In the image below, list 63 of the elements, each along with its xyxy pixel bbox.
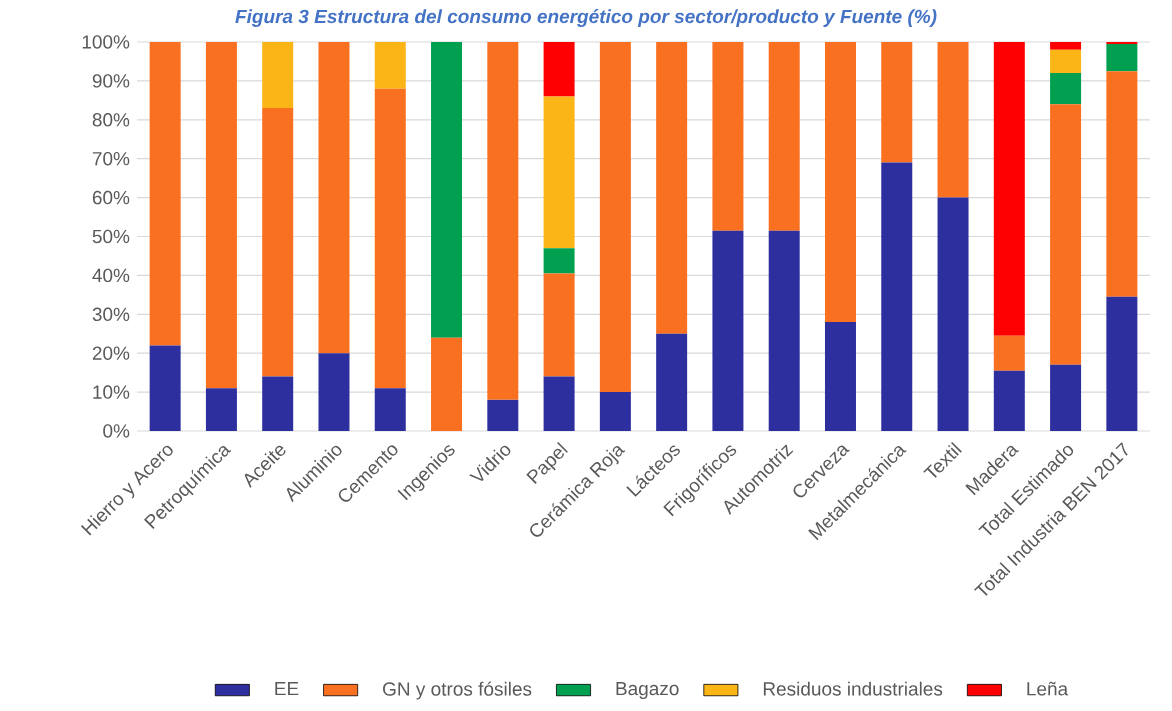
bar [599, 41, 631, 393]
bar [656, 41, 688, 334]
bar [543, 248, 575, 274]
bar [262, 41, 294, 109]
y-tick-label: 70% [92, 151, 130, 166]
legend-label: GN y otros fósiles [383, 681, 532, 700]
bar [937, 41, 969, 198]
bar [656, 333, 688, 431]
bar [937, 197, 969, 431]
bar [1050, 41, 1082, 50]
bar [1106, 71, 1138, 297]
y-tick-label: 30% [92, 307, 130, 322]
y-tick-label: 50% [92, 229, 130, 244]
bar [318, 41, 350, 354]
bar [712, 41, 744, 231]
bar [824, 41, 856, 323]
bar [205, 388, 237, 431]
y-tick-label: 100% [82, 35, 130, 49]
chart-title: Figura 3 Estructura del consumo energético por sector/producto y Fuente (%) [235, 9, 937, 27]
bar [205, 41, 237, 389]
bar [149, 41, 181, 346]
bar [881, 162, 913, 431]
bar [1050, 104, 1082, 365]
bar [881, 41, 913, 163]
y-tick-label: 80% [92, 113, 130, 127]
bar [1106, 43, 1138, 72]
bar [262, 108, 294, 377]
bar [993, 41, 1025, 336]
y-tick-label: 90% [92, 74, 130, 88]
legend-label: Leña [1027, 681, 1069, 696]
legend-label: Bagazo [616, 682, 679, 700]
bar [1050, 73, 1082, 105]
bar [374, 88, 406, 389]
y-tick-label: 40% [92, 268, 130, 283]
bar [993, 370, 1025, 431]
bar [487, 399, 519, 431]
y-tick-label: 20% [92, 346, 130, 360]
bar [487, 41, 519, 400]
bar [543, 41, 575, 97]
bar [431, 41, 463, 338]
bar [374, 388, 406, 431]
bar [543, 96, 575, 249]
bar [1050, 49, 1082, 74]
bar [431, 337, 463, 431]
bar [1050, 364, 1082, 431]
bar [712, 230, 744, 431]
bar [374, 41, 406, 89]
bar [543, 376, 575, 431]
bar [1106, 296, 1138, 431]
legend-label: Residuos industriales [763, 681, 943, 696]
bar [993, 335, 1025, 371]
legend-label: EE [275, 682, 299, 696]
bar [824, 322, 856, 431]
y-tick-label: 60% [92, 190, 130, 205]
bar [543, 273, 575, 377]
bar [262, 376, 294, 431]
bar [599, 392, 631, 431]
bar [318, 353, 350, 431]
bar [768, 230, 800, 431]
y-tick-label: 0% [103, 424, 130, 438]
y-tick-label: 10% [93, 385, 130, 399]
bar [768, 41, 800, 231]
bar [149, 345, 181, 431]
